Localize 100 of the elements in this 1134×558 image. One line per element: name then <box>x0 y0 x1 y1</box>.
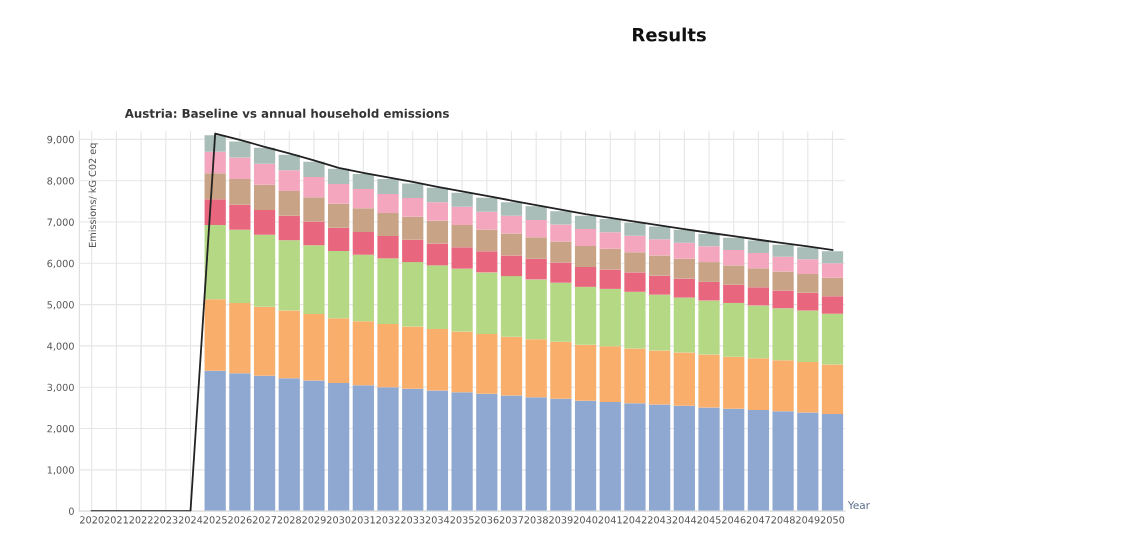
bar <box>500 276 523 337</box>
x-tick-label: 2034 <box>425 516 450 524</box>
bar <box>772 360 794 412</box>
bar <box>451 224 473 248</box>
bar <box>673 258 695 279</box>
y-tick-label: 5,000 <box>47 301 74 310</box>
bar <box>574 215 597 230</box>
bar <box>797 310 819 363</box>
bar <box>352 321 374 386</box>
bar <box>599 288 621 347</box>
bar <box>797 247 819 260</box>
bar <box>204 173 226 200</box>
bar <box>723 302 745 357</box>
bar <box>303 314 325 381</box>
bar <box>673 242 695 259</box>
bar <box>649 350 671 405</box>
bar <box>797 292 819 311</box>
x-tick-label: 2035 <box>450 516 474 524</box>
bar <box>747 358 770 410</box>
bar <box>377 324 399 388</box>
x-tick-label: 2044 <box>672 516 697 524</box>
bar <box>525 219 547 238</box>
bar <box>599 219 621 233</box>
bar <box>253 184 276 211</box>
bar <box>747 305 770 359</box>
bar <box>278 170 300 192</box>
x-tick-label: 2030 <box>326 516 351 524</box>
bar <box>451 331 473 393</box>
bar <box>649 404 671 512</box>
bar <box>673 297 695 353</box>
bar <box>278 191 300 216</box>
bar <box>253 306 276 376</box>
x-tick-label: 2033 <box>401 516 425 524</box>
bar <box>525 397 547 512</box>
x-tick-label: 2042 <box>623 516 647 524</box>
bar <box>649 239 671 256</box>
bar <box>624 348 646 404</box>
bar <box>574 245 597 268</box>
bar <box>747 409 770 512</box>
bar <box>328 168 350 184</box>
bar <box>649 226 671 240</box>
y-tick-label: 7,000 <box>47 218 74 227</box>
bar <box>550 341 572 399</box>
bar <box>821 364 844 415</box>
bar <box>599 232 621 249</box>
bar <box>500 395 523 512</box>
bar <box>723 237 745 251</box>
bar <box>599 402 621 512</box>
y-axis-title: Emissions/ kG C02 eq <box>88 143 98 247</box>
bar <box>352 254 374 322</box>
bar <box>476 393 498 512</box>
bar <box>624 272 646 292</box>
x-tick-label: 2028 <box>277 516 301 524</box>
bar <box>328 227 350 251</box>
bar <box>426 390 449 512</box>
x-tick-label: 2024 <box>178 516 203 524</box>
bar <box>624 291 646 349</box>
bar <box>747 252 770 269</box>
x-tick-label: 2031 <box>351 516 375 524</box>
bar <box>328 250 350 319</box>
bar <box>253 147 276 164</box>
line-series <box>90 132 834 512</box>
bar <box>204 370 226 512</box>
bar <box>550 241 572 263</box>
bar <box>772 271 794 291</box>
bar <box>377 212 399 237</box>
bar <box>476 272 498 334</box>
bar <box>550 224 572 242</box>
x-tick-label: 2047 <box>746 516 770 524</box>
y-tick-label: 8,000 <box>47 177 74 186</box>
bar <box>451 392 473 512</box>
bar <box>772 411 794 512</box>
x-tick-label: 2025 <box>203 516 227 524</box>
bar <box>426 202 449 221</box>
bar <box>772 308 794 361</box>
y-tick-label: 2,000 <box>47 425 74 434</box>
bar <box>204 199 226 225</box>
bar <box>797 274 819 293</box>
bar <box>229 141 251 158</box>
bar <box>673 405 695 512</box>
bar <box>377 258 399 325</box>
bar <box>698 246 720 263</box>
bar <box>574 400 597 512</box>
bar <box>229 157 251 180</box>
x-tick-label: 2043 <box>647 516 672 524</box>
bar <box>599 269 621 289</box>
bar <box>649 294 671 351</box>
bar <box>278 310 300 379</box>
bar <box>229 302 251 374</box>
x-tick-label: 2038 <box>524 516 548 524</box>
bar <box>821 414 844 512</box>
bar <box>698 262 720 282</box>
bar <box>278 378 300 512</box>
bar <box>525 237 547 259</box>
y-tick-label: 9,000 <box>47 135 74 145</box>
bar <box>723 250 745 266</box>
bar <box>550 211 572 225</box>
bar <box>525 258 547 280</box>
bar <box>402 183 424 199</box>
bar <box>673 229 695 243</box>
